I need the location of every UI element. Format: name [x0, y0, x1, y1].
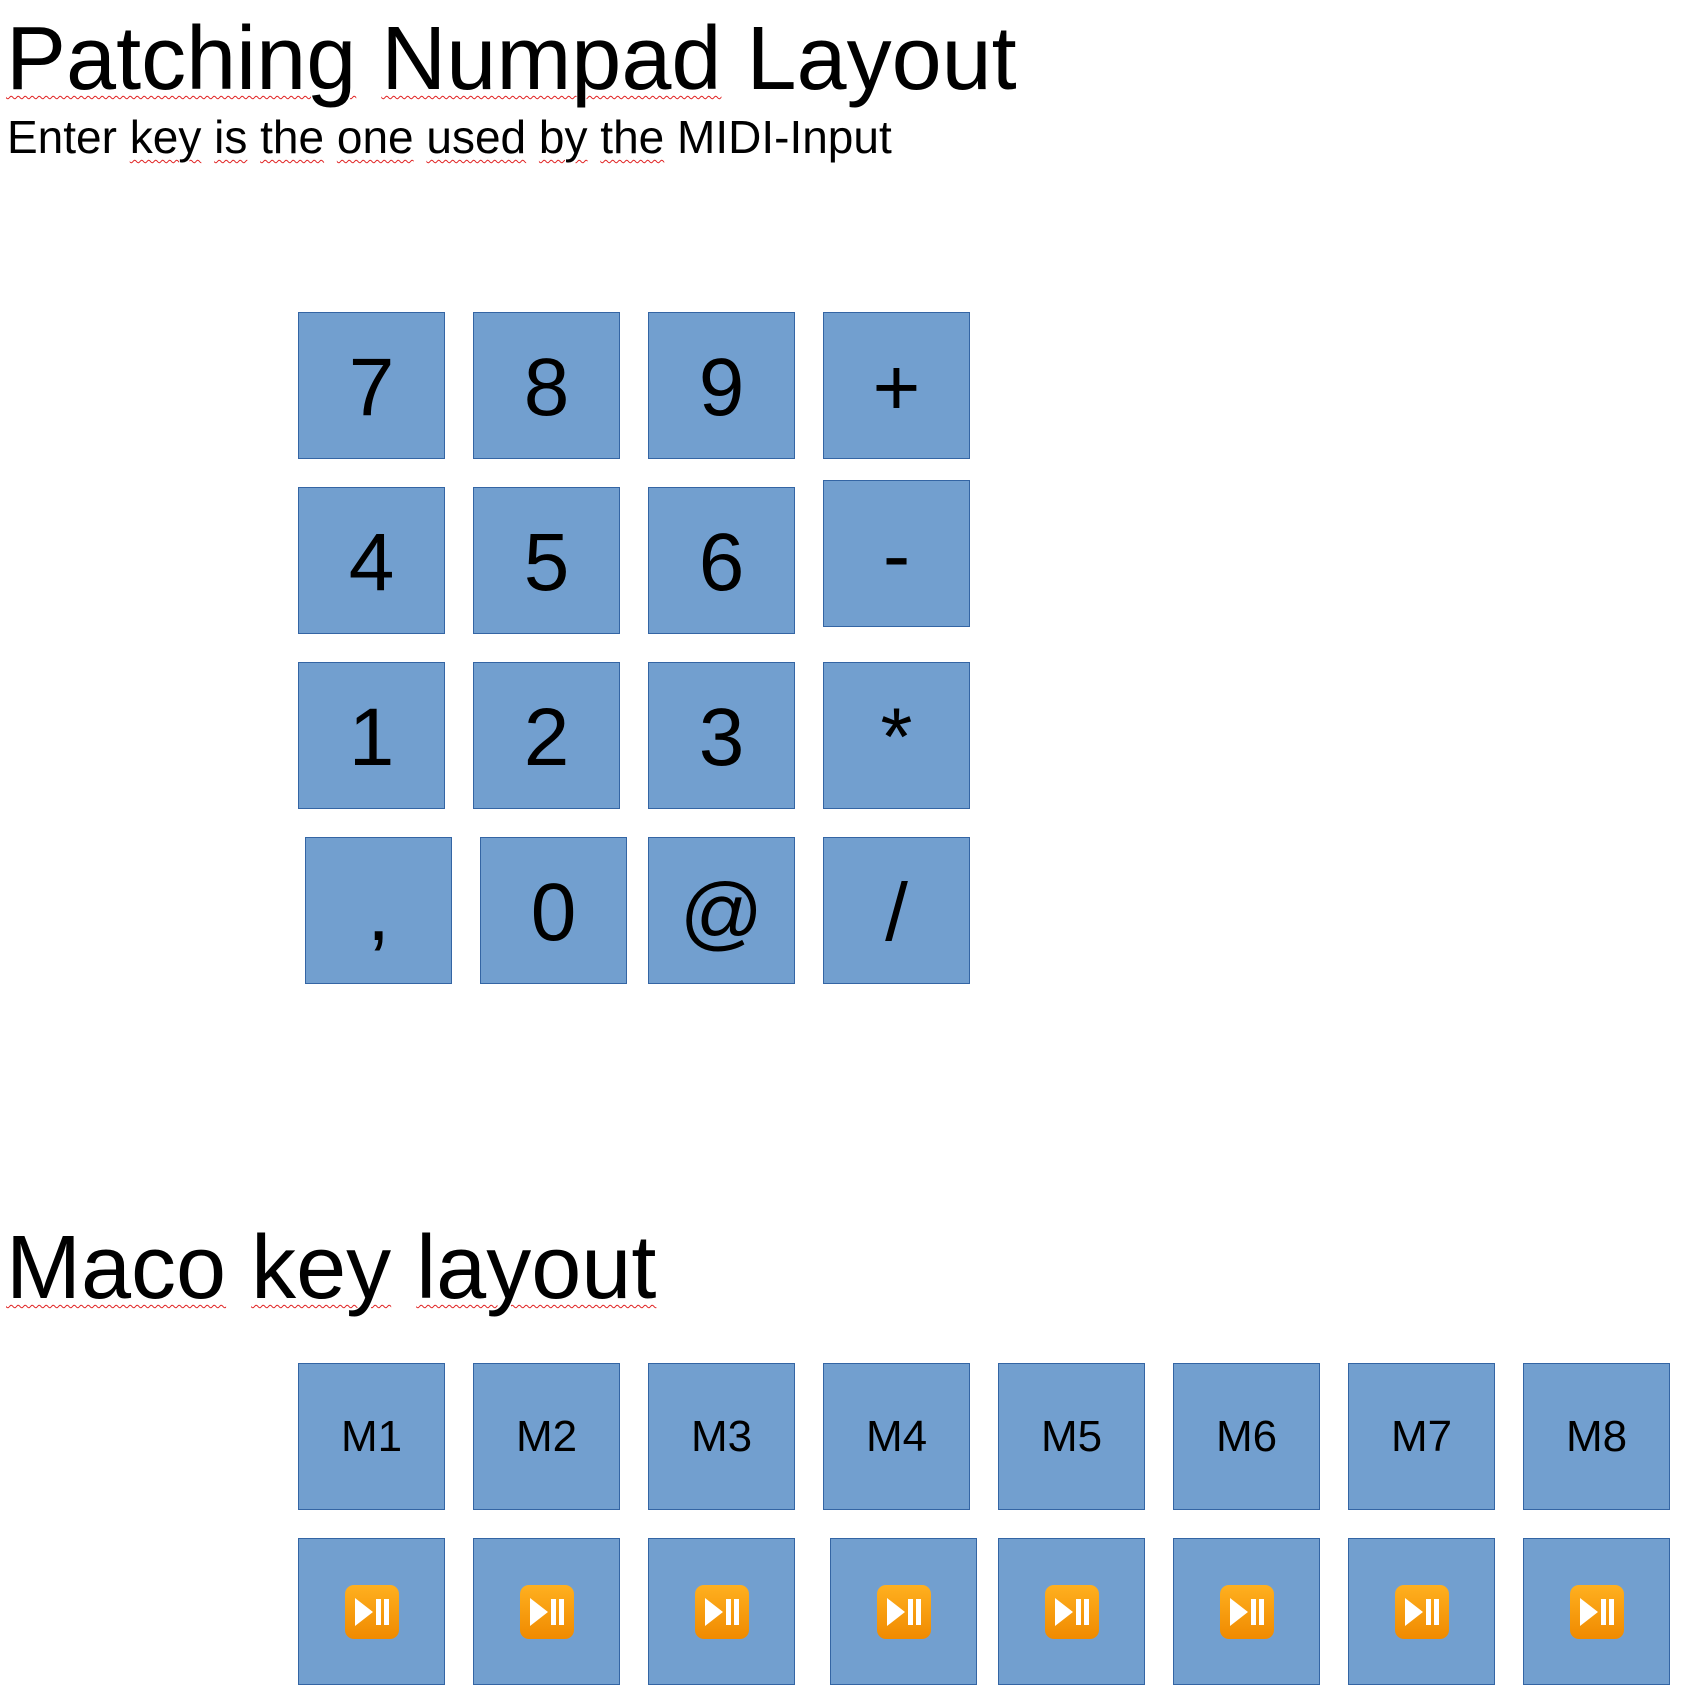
subtitle-word: the [600, 111, 665, 163]
numpad-key-asterisk[interactable]: * [823, 662, 970, 809]
numpad-key-comma[interactable]: , [305, 837, 452, 984]
subtitle-word: key [129, 111, 202, 163]
numpad-key-plus[interactable]: + [823, 312, 970, 459]
numpad-key-slash[interactable]: / [823, 837, 970, 984]
subtitle-word: the [260, 111, 325, 163]
macro-key-m5[interactable]: M5 [998, 1363, 1145, 1510]
play-pause-icon [694, 1584, 749, 1639]
play-pause-key-1[interactable] [298, 1538, 445, 1685]
play-pause-icon [519, 1584, 574, 1639]
play-pause-key-2[interactable] [473, 1538, 620, 1685]
play-pause-key-6[interactable] [1173, 1538, 1320, 1685]
play-pause-icon [344, 1584, 399, 1639]
numpad-key-6[interactable]: 6 [648, 487, 795, 634]
subtitle-word: by [538, 111, 588, 163]
macro-key-m7[interactable]: M7 [1348, 1363, 1495, 1510]
title-word: Patching [6, 9, 357, 109]
numpad-key-9[interactable]: 9 [648, 312, 795, 459]
subtitle-word: Enter [7, 111, 117, 163]
play-pause-key-5[interactable] [998, 1538, 1145, 1685]
title-word: Numpad [381, 9, 722, 109]
numpad-key-minus[interactable]: - [823, 480, 970, 627]
macro-key-m6[interactable]: M6 [1173, 1363, 1320, 1510]
play-pause-icon [1219, 1584, 1274, 1639]
title-word: Maco [6, 1218, 227, 1318]
numpad-key-0[interactable]: 0 [480, 837, 627, 984]
play-pause-key-3[interactable] [648, 1538, 795, 1685]
play-pause-key-8[interactable] [1523, 1538, 1670, 1685]
numpad-key-3[interactable]: 3 [648, 662, 795, 809]
play-pause-key-4[interactable] [830, 1538, 977, 1685]
subtitle-word: one [336, 111, 414, 163]
macro-key-m2[interactable]: M2 [473, 1363, 620, 1510]
play-pause-key-7[interactable] [1348, 1538, 1495, 1685]
macro-key-m8[interactable]: M8 [1523, 1363, 1670, 1510]
numpad-key-1[interactable]: 1 [298, 662, 445, 809]
play-pause-icon [1394, 1584, 1449, 1639]
numpad-subtitle: Enter key is the one used by the MIDI-In… [7, 114, 892, 160]
numpad-key-8[interactable]: 8 [473, 312, 620, 459]
title-word: key [251, 1218, 392, 1318]
macro-key-m1[interactable]: M1 [298, 1363, 445, 1510]
subtitle-word: used [426, 111, 527, 163]
numpad-key-2[interactable]: 2 [473, 662, 620, 809]
subtitle-word: is [214, 111, 248, 163]
numpad-layout-title: Patching Numpad Layout [6, 14, 1017, 104]
numpad-key-at[interactable]: @ [648, 837, 795, 984]
play-pause-icon [876, 1584, 931, 1639]
macro-key-m4[interactable]: M4 [823, 1363, 970, 1510]
numpad-key-5[interactable]: 5 [473, 487, 620, 634]
macro-layout-title: Maco key layout [6, 1223, 656, 1313]
numpad-key-7[interactable]: 7 [298, 312, 445, 459]
title-word: layout [416, 1218, 657, 1318]
title-word: Layout [746, 9, 1017, 109]
numpad-key-4[interactable]: 4 [298, 487, 445, 634]
play-pause-icon [1044, 1584, 1099, 1639]
play-pause-icon [1569, 1584, 1624, 1639]
subtitle-word: MIDI-Input [677, 111, 892, 163]
macro-key-m3[interactable]: M3 [648, 1363, 795, 1510]
